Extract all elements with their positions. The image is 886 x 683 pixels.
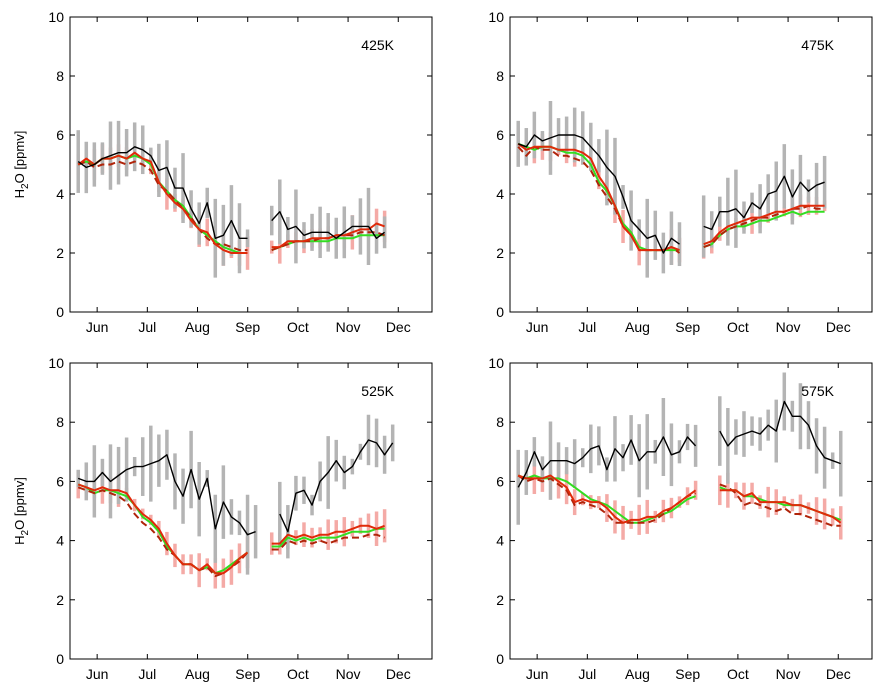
y-tick-label: 6 bbox=[496, 473, 504, 489]
y-tick-label: 4 bbox=[56, 533, 64, 549]
chart-panel-1: 0 2 4 6 8 10 Jun Jul Aug Sep Oct Nov Dec 475K bbox=[488, 9, 873, 335]
series-line-dashed bbox=[517, 145, 681, 254]
x-tick-label: Aug bbox=[185, 666, 210, 682]
plot-area bbox=[76, 120, 387, 278]
x-tick-label: Dec bbox=[826, 319, 851, 335]
y-tick-label: 8 bbox=[56, 414, 64, 430]
y-axis-label: H2O [ppmv] bbox=[12, 477, 31, 545]
y-tick-label: 0 bbox=[496, 304, 504, 320]
series-line-obs bbox=[703, 175, 825, 231]
x-tick-label: Sep bbox=[675, 666, 700, 682]
series-line-red bbox=[703, 204, 825, 246]
series-line-obs bbox=[517, 436, 697, 488]
x-tick-label: Jun bbox=[526, 666, 549, 682]
series-line-green bbox=[271, 234, 385, 252]
chart-panel-2: 0 2 4 6 8 10 Jun Jul Aug Sep Oct Nov Dec 525K H2O [ppm… bbox=[12, 355, 433, 682]
x-tick-label: Aug bbox=[625, 666, 650, 682]
x-tick-label: Jul bbox=[578, 319, 596, 335]
x-tick-label: Aug bbox=[185, 319, 210, 335]
plot-area bbox=[516, 101, 827, 278]
y-tick-label: 10 bbox=[48, 355, 64, 371]
y-tick-label: 4 bbox=[496, 533, 504, 549]
series-line-green bbox=[271, 527, 385, 548]
x-tick-label: Jul bbox=[138, 666, 156, 682]
y-tick-label: 0 bbox=[56, 651, 64, 667]
plot-area bbox=[76, 414, 395, 589]
y-tick-label: 10 bbox=[488, 355, 504, 371]
series-line-obs bbox=[517, 134, 680, 254]
series-line-red bbox=[517, 474, 697, 524]
x-tick-label: Oct bbox=[287, 319, 309, 335]
series-line-green bbox=[77, 483, 249, 575]
series-line-obs bbox=[719, 400, 841, 465]
series-line-red bbox=[517, 142, 680, 252]
y-tick-label: 10 bbox=[48, 9, 64, 25]
y-tick-label: 2 bbox=[56, 245, 64, 261]
x-tick-label: Sep bbox=[235, 319, 260, 335]
axes-frame bbox=[69, 362, 433, 660]
x-tick-label: Sep bbox=[675, 319, 700, 335]
x-tick-label: Oct bbox=[727, 319, 749, 335]
panel-label: 425K bbox=[361, 37, 394, 53]
panel-label: 475K bbox=[801, 37, 834, 53]
y-tick-label: 6 bbox=[496, 127, 504, 143]
axes-frame bbox=[509, 16, 873, 313]
x-tick-label: Aug bbox=[625, 319, 650, 335]
series-line-obs bbox=[77, 146, 248, 239]
y-tick-label: 0 bbox=[496, 651, 504, 667]
series-line-obs bbox=[279, 439, 394, 533]
y-tick-label: 2 bbox=[56, 592, 64, 608]
series-line-dashed bbox=[719, 483, 841, 527]
y-tick-label: 4 bbox=[56, 186, 64, 202]
x-tick-label: Oct bbox=[727, 666, 749, 682]
series-line-red bbox=[271, 524, 385, 545]
x-tick-label: Oct bbox=[287, 666, 309, 682]
chart-panel-3: 0 2 4 6 8 10 Jun Jul Aug Sep Oct Nov Dec 575K bbox=[488, 355, 873, 682]
x-tick-label: Jun bbox=[86, 666, 109, 682]
x-tick-label: Jun bbox=[86, 319, 109, 335]
series-line-obs bbox=[77, 454, 256, 536]
x-tick-label: Nov bbox=[336, 319, 361, 335]
y-tick-label: 6 bbox=[56, 473, 64, 489]
series-line-red bbox=[271, 222, 385, 249]
x-tick-label: Jul bbox=[138, 319, 156, 335]
y-tick-label: 0 bbox=[56, 304, 64, 320]
x-tick-label: Nov bbox=[776, 319, 801, 335]
panel-label: 575K bbox=[801, 383, 834, 399]
y-tick-label: 8 bbox=[496, 68, 504, 84]
y-tick-label: 8 bbox=[56, 68, 64, 84]
y-tick-label: 2 bbox=[496, 592, 504, 608]
x-tick-label: Dec bbox=[826, 666, 851, 682]
series-line-obs bbox=[271, 211, 386, 239]
y-tick-label: 10 bbox=[488, 9, 504, 25]
axes-frame bbox=[69, 16, 433, 313]
x-tick-label: Jun bbox=[526, 319, 549, 335]
panel-label: 525K bbox=[361, 383, 394, 399]
axes-frame bbox=[509, 362, 873, 660]
x-tick-label: Sep bbox=[235, 666, 260, 682]
x-tick-label: Nov bbox=[776, 666, 801, 682]
x-tick-label: Dec bbox=[386, 666, 411, 682]
plot-area bbox=[516, 372, 843, 540]
y-tick-label: 2 bbox=[496, 245, 504, 261]
x-tick-label: Dec bbox=[386, 319, 411, 335]
y-tick-label: 4 bbox=[496, 186, 504, 202]
chart-panel-0: 0 2 4 6 8 10 Jun Jul Aug Sep Oct Nov Dec 425K H2O [ppm… bbox=[12, 9, 433, 335]
series-line-red bbox=[77, 151, 248, 254]
series-line-red bbox=[719, 489, 842, 524]
y-tick-label: 6 bbox=[56, 127, 64, 143]
x-tick-label: Nov bbox=[336, 666, 361, 682]
series-line-dashed bbox=[703, 204, 825, 249]
y-tick-label: 8 bbox=[496, 414, 504, 430]
series-line-dashed bbox=[271, 533, 385, 551]
y-axis-label: H2O [ppmv] bbox=[12, 131, 31, 199]
x-tick-label: Jul bbox=[578, 666, 596, 682]
series-line-red bbox=[77, 483, 249, 575]
series-line-dashed bbox=[77, 486, 249, 578]
